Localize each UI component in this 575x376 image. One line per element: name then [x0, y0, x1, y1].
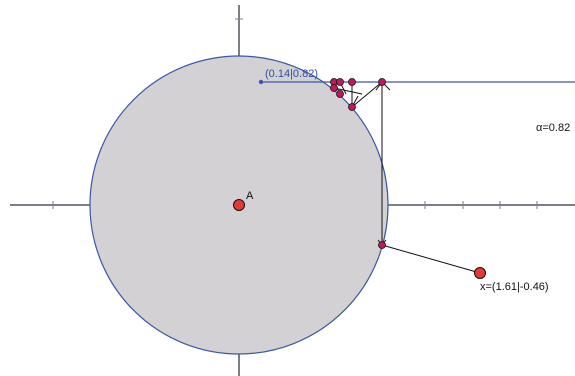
red-small-point-icon[interactable]	[348, 103, 356, 111]
red-small-point-icon[interactable]	[336, 78, 344, 86]
red-point-icon[interactable]	[474, 267, 486, 279]
red-small-point-icon[interactable]	[378, 241, 386, 249]
x-vector-label: x=(1.61|-0.46)	[480, 281, 549, 293]
red-small-point-icon[interactable]	[348, 78, 356, 86]
small-points[interactable]	[330, 78, 386, 249]
construction-segment	[333, 87, 363, 95]
coordinate-point[interactable]	[258, 79, 264, 85]
construction-segment	[351, 81, 383, 108]
red-small-point-icon[interactable]	[330, 84, 338, 92]
point-label-A: A	[246, 190, 254, 202]
coord-label: (0.14|0.82)	[265, 68, 318, 80]
red-small-point-icon[interactable]	[336, 90, 344, 98]
alpha-label: α=0.82	[536, 122, 570, 134]
red-small-point-icon[interactable]	[378, 78, 386, 86]
projection-line	[381, 244, 481, 274]
red-point-icon[interactable]	[233, 199, 245, 211]
